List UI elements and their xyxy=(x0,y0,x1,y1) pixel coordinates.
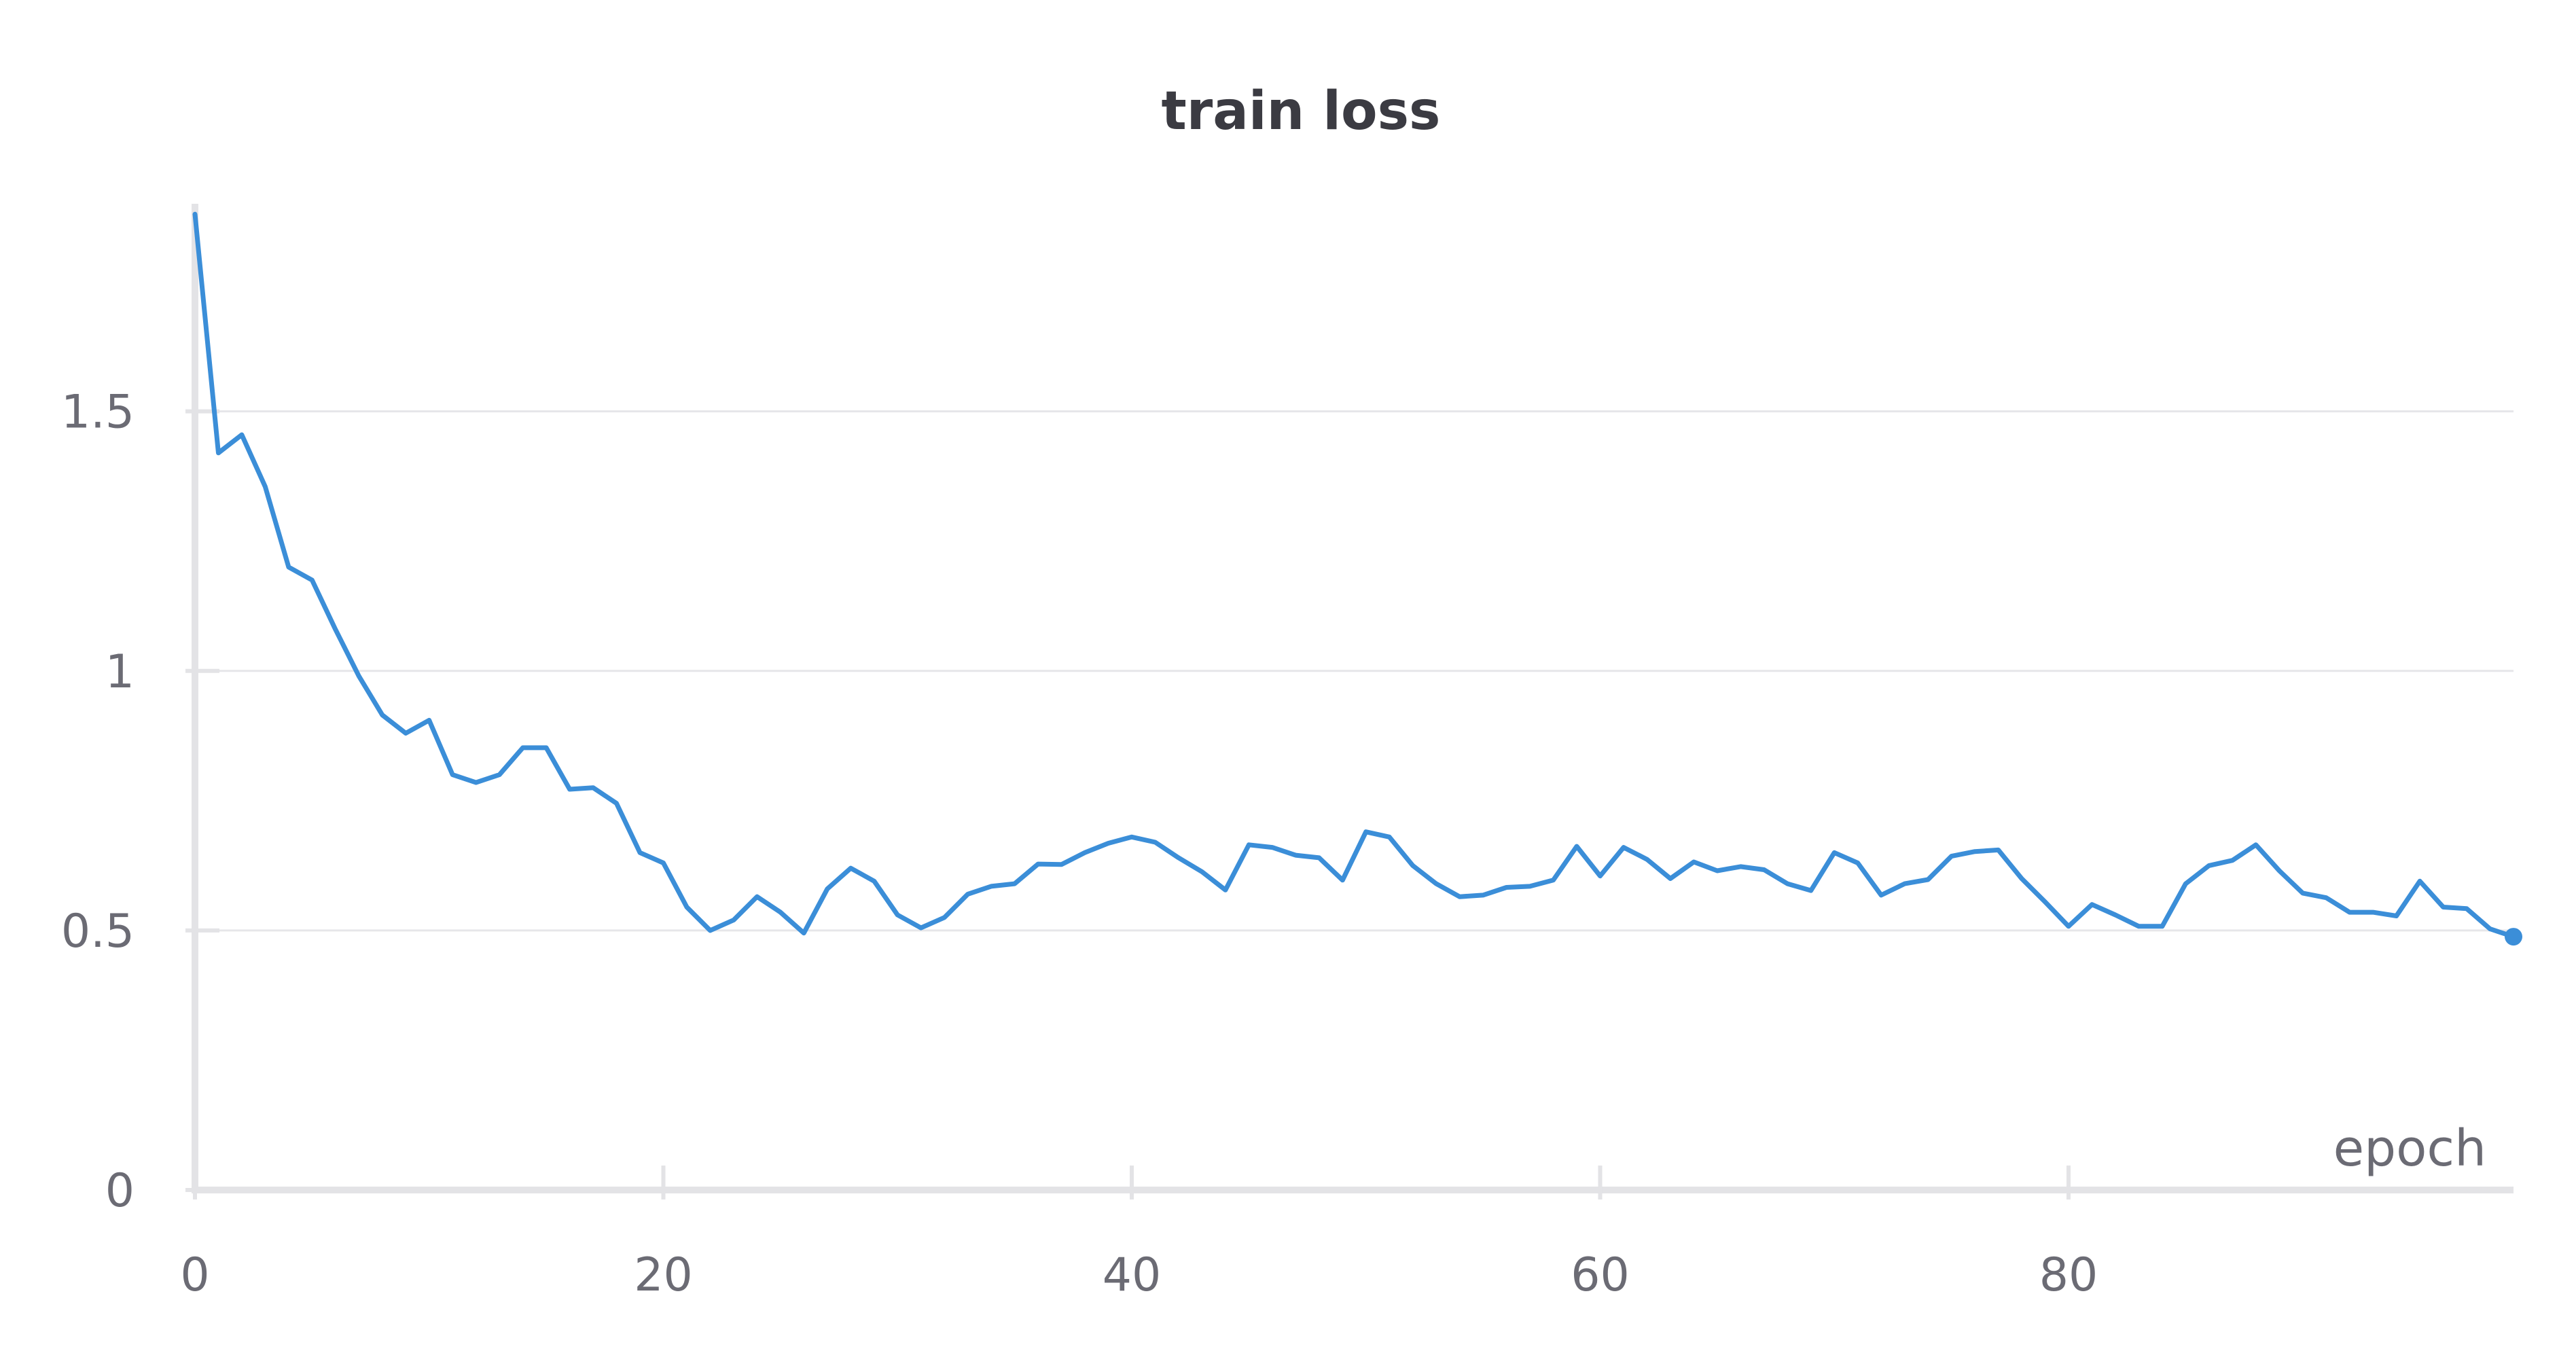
y-tick-label: 1 xyxy=(105,645,135,699)
chart-title: train loss xyxy=(1162,81,1441,142)
x-tick-label: 80 xyxy=(2039,1248,2098,1302)
x-tick-label: 0 xyxy=(180,1248,209,1302)
x-axis-label: epoch xyxy=(2333,1119,2486,1178)
y-tick-label: 1.5 xyxy=(61,386,135,439)
x-axis-ticks: 0 20 40 60 80 xyxy=(180,1166,2098,1302)
x-tick-label: 40 xyxy=(1103,1248,1162,1302)
plot-area xyxy=(192,211,2522,946)
series-endpoint-marker xyxy=(2505,928,2522,946)
y-tick-label: 0 xyxy=(105,1164,135,1218)
x-tick-label: 20 xyxy=(634,1248,693,1302)
series-line xyxy=(192,211,2516,939)
y-axis-ticks: 0 0.5 1 1.5 xyxy=(61,386,219,1218)
x-tick-label: 60 xyxy=(1571,1248,1630,1302)
axes xyxy=(192,204,2514,1193)
y-tick-label: 0.5 xyxy=(61,905,135,958)
grid-lines xyxy=(195,410,2514,932)
